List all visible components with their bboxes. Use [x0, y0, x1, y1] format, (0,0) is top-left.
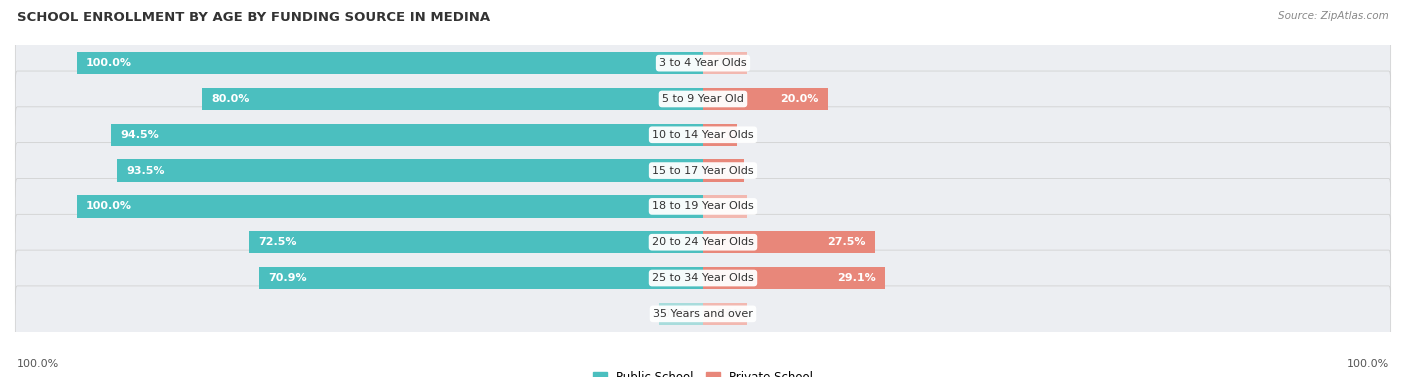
Bar: [117, 159, 703, 182]
Text: SCHOOL ENROLLMENT BY AGE BY FUNDING SOURCE IN MEDINA: SCHOOL ENROLLMENT BY AGE BY FUNDING SOUR…: [17, 11, 491, 24]
Bar: [703, 267, 886, 289]
Text: 5 to 9 Year Old: 5 to 9 Year Old: [662, 94, 744, 104]
FancyBboxPatch shape: [15, 214, 1391, 270]
Legend: Public School, Private School: Public School, Private School: [588, 366, 818, 377]
Text: 70.9%: 70.9%: [269, 273, 307, 283]
Bar: [703, 159, 744, 182]
Bar: [703, 195, 747, 218]
FancyBboxPatch shape: [15, 286, 1391, 342]
Text: 100.0%: 100.0%: [17, 359, 59, 369]
Text: 27.5%: 27.5%: [827, 237, 866, 247]
Text: 5.5%: 5.5%: [697, 130, 728, 140]
Text: 25 to 34 Year Olds: 25 to 34 Year Olds: [652, 273, 754, 283]
FancyBboxPatch shape: [15, 143, 1391, 199]
Bar: [703, 88, 828, 110]
Bar: [77, 195, 703, 218]
Text: 72.5%: 72.5%: [259, 237, 297, 247]
Bar: [703, 303, 747, 325]
Text: 0.0%: 0.0%: [716, 201, 744, 211]
Text: 20 to 24 Year Olds: 20 to 24 Year Olds: [652, 237, 754, 247]
Bar: [249, 231, 703, 253]
Bar: [202, 88, 703, 110]
Text: 3 to 4 Year Olds: 3 to 4 Year Olds: [659, 58, 747, 68]
FancyBboxPatch shape: [15, 250, 1391, 306]
Text: 0.0%: 0.0%: [716, 58, 744, 68]
Bar: [259, 267, 703, 289]
Text: 100.0%: 100.0%: [86, 58, 132, 68]
Text: 94.5%: 94.5%: [121, 130, 159, 140]
Text: 100.0%: 100.0%: [86, 201, 132, 211]
FancyBboxPatch shape: [15, 107, 1391, 163]
Bar: [77, 52, 703, 74]
Bar: [703, 52, 747, 74]
Bar: [703, 231, 875, 253]
Text: 18 to 19 Year Olds: 18 to 19 Year Olds: [652, 201, 754, 211]
Text: 93.5%: 93.5%: [127, 166, 166, 176]
Bar: [703, 124, 738, 146]
Text: 15 to 17 Year Olds: 15 to 17 Year Olds: [652, 166, 754, 176]
Text: 35 Years and over: 35 Years and over: [652, 309, 754, 319]
FancyBboxPatch shape: [15, 71, 1391, 127]
FancyBboxPatch shape: [15, 35, 1391, 91]
Text: 10 to 14 Year Olds: 10 to 14 Year Olds: [652, 130, 754, 140]
Text: 0.0%: 0.0%: [662, 309, 690, 319]
Text: 6.5%: 6.5%: [703, 166, 734, 176]
Text: Source: ZipAtlas.com: Source: ZipAtlas.com: [1278, 11, 1389, 21]
Text: 29.1%: 29.1%: [837, 273, 876, 283]
FancyBboxPatch shape: [15, 178, 1391, 234]
Text: 0.0%: 0.0%: [716, 309, 744, 319]
Text: 80.0%: 80.0%: [211, 94, 250, 104]
Text: 20.0%: 20.0%: [780, 94, 818, 104]
Bar: [111, 124, 703, 146]
Text: 100.0%: 100.0%: [1347, 359, 1389, 369]
Bar: [659, 303, 703, 325]
